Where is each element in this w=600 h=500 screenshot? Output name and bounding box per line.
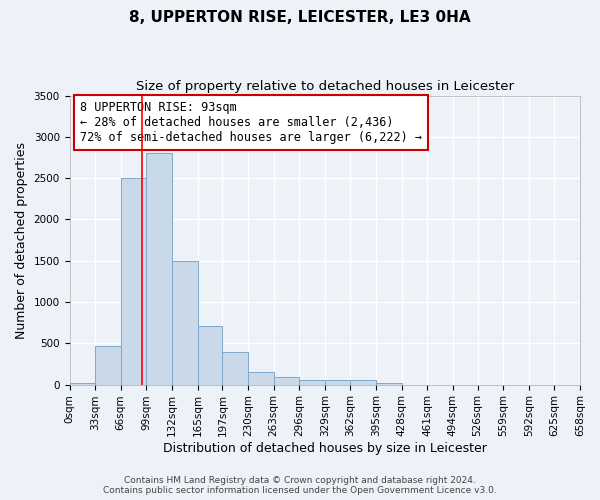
Bar — [95, 346, 121, 385]
Text: 8, UPPERTON RISE, LEICESTER, LE3 0HA: 8, UPPERTON RISE, LEICESTER, LE3 0HA — [129, 10, 471, 25]
Bar — [274, 377, 299, 384]
Bar — [223, 352, 248, 384]
Bar — [172, 260, 197, 384]
Bar — [121, 178, 146, 384]
Bar — [350, 380, 376, 384]
Text: 8 UPPERTON RISE: 93sqm
← 28% of detached houses are smaller (2,436)
72% of semi-: 8 UPPERTON RISE: 93sqm ← 28% of detached… — [80, 102, 422, 144]
Bar — [146, 154, 172, 384]
Bar — [325, 380, 350, 384]
Bar — [248, 372, 274, 384]
Title: Size of property relative to detached houses in Leicester: Size of property relative to detached ho… — [136, 80, 514, 93]
X-axis label: Distribution of detached houses by size in Leicester: Distribution of detached houses by size … — [163, 442, 487, 455]
Bar — [376, 383, 401, 384]
Text: Contains HM Land Registry data © Crown copyright and database right 2024.
Contai: Contains HM Land Registry data © Crown c… — [103, 476, 497, 495]
Bar — [299, 380, 325, 384]
Bar — [197, 326, 223, 384]
Bar — [70, 383, 95, 384]
Y-axis label: Number of detached properties: Number of detached properties — [15, 142, 28, 338]
